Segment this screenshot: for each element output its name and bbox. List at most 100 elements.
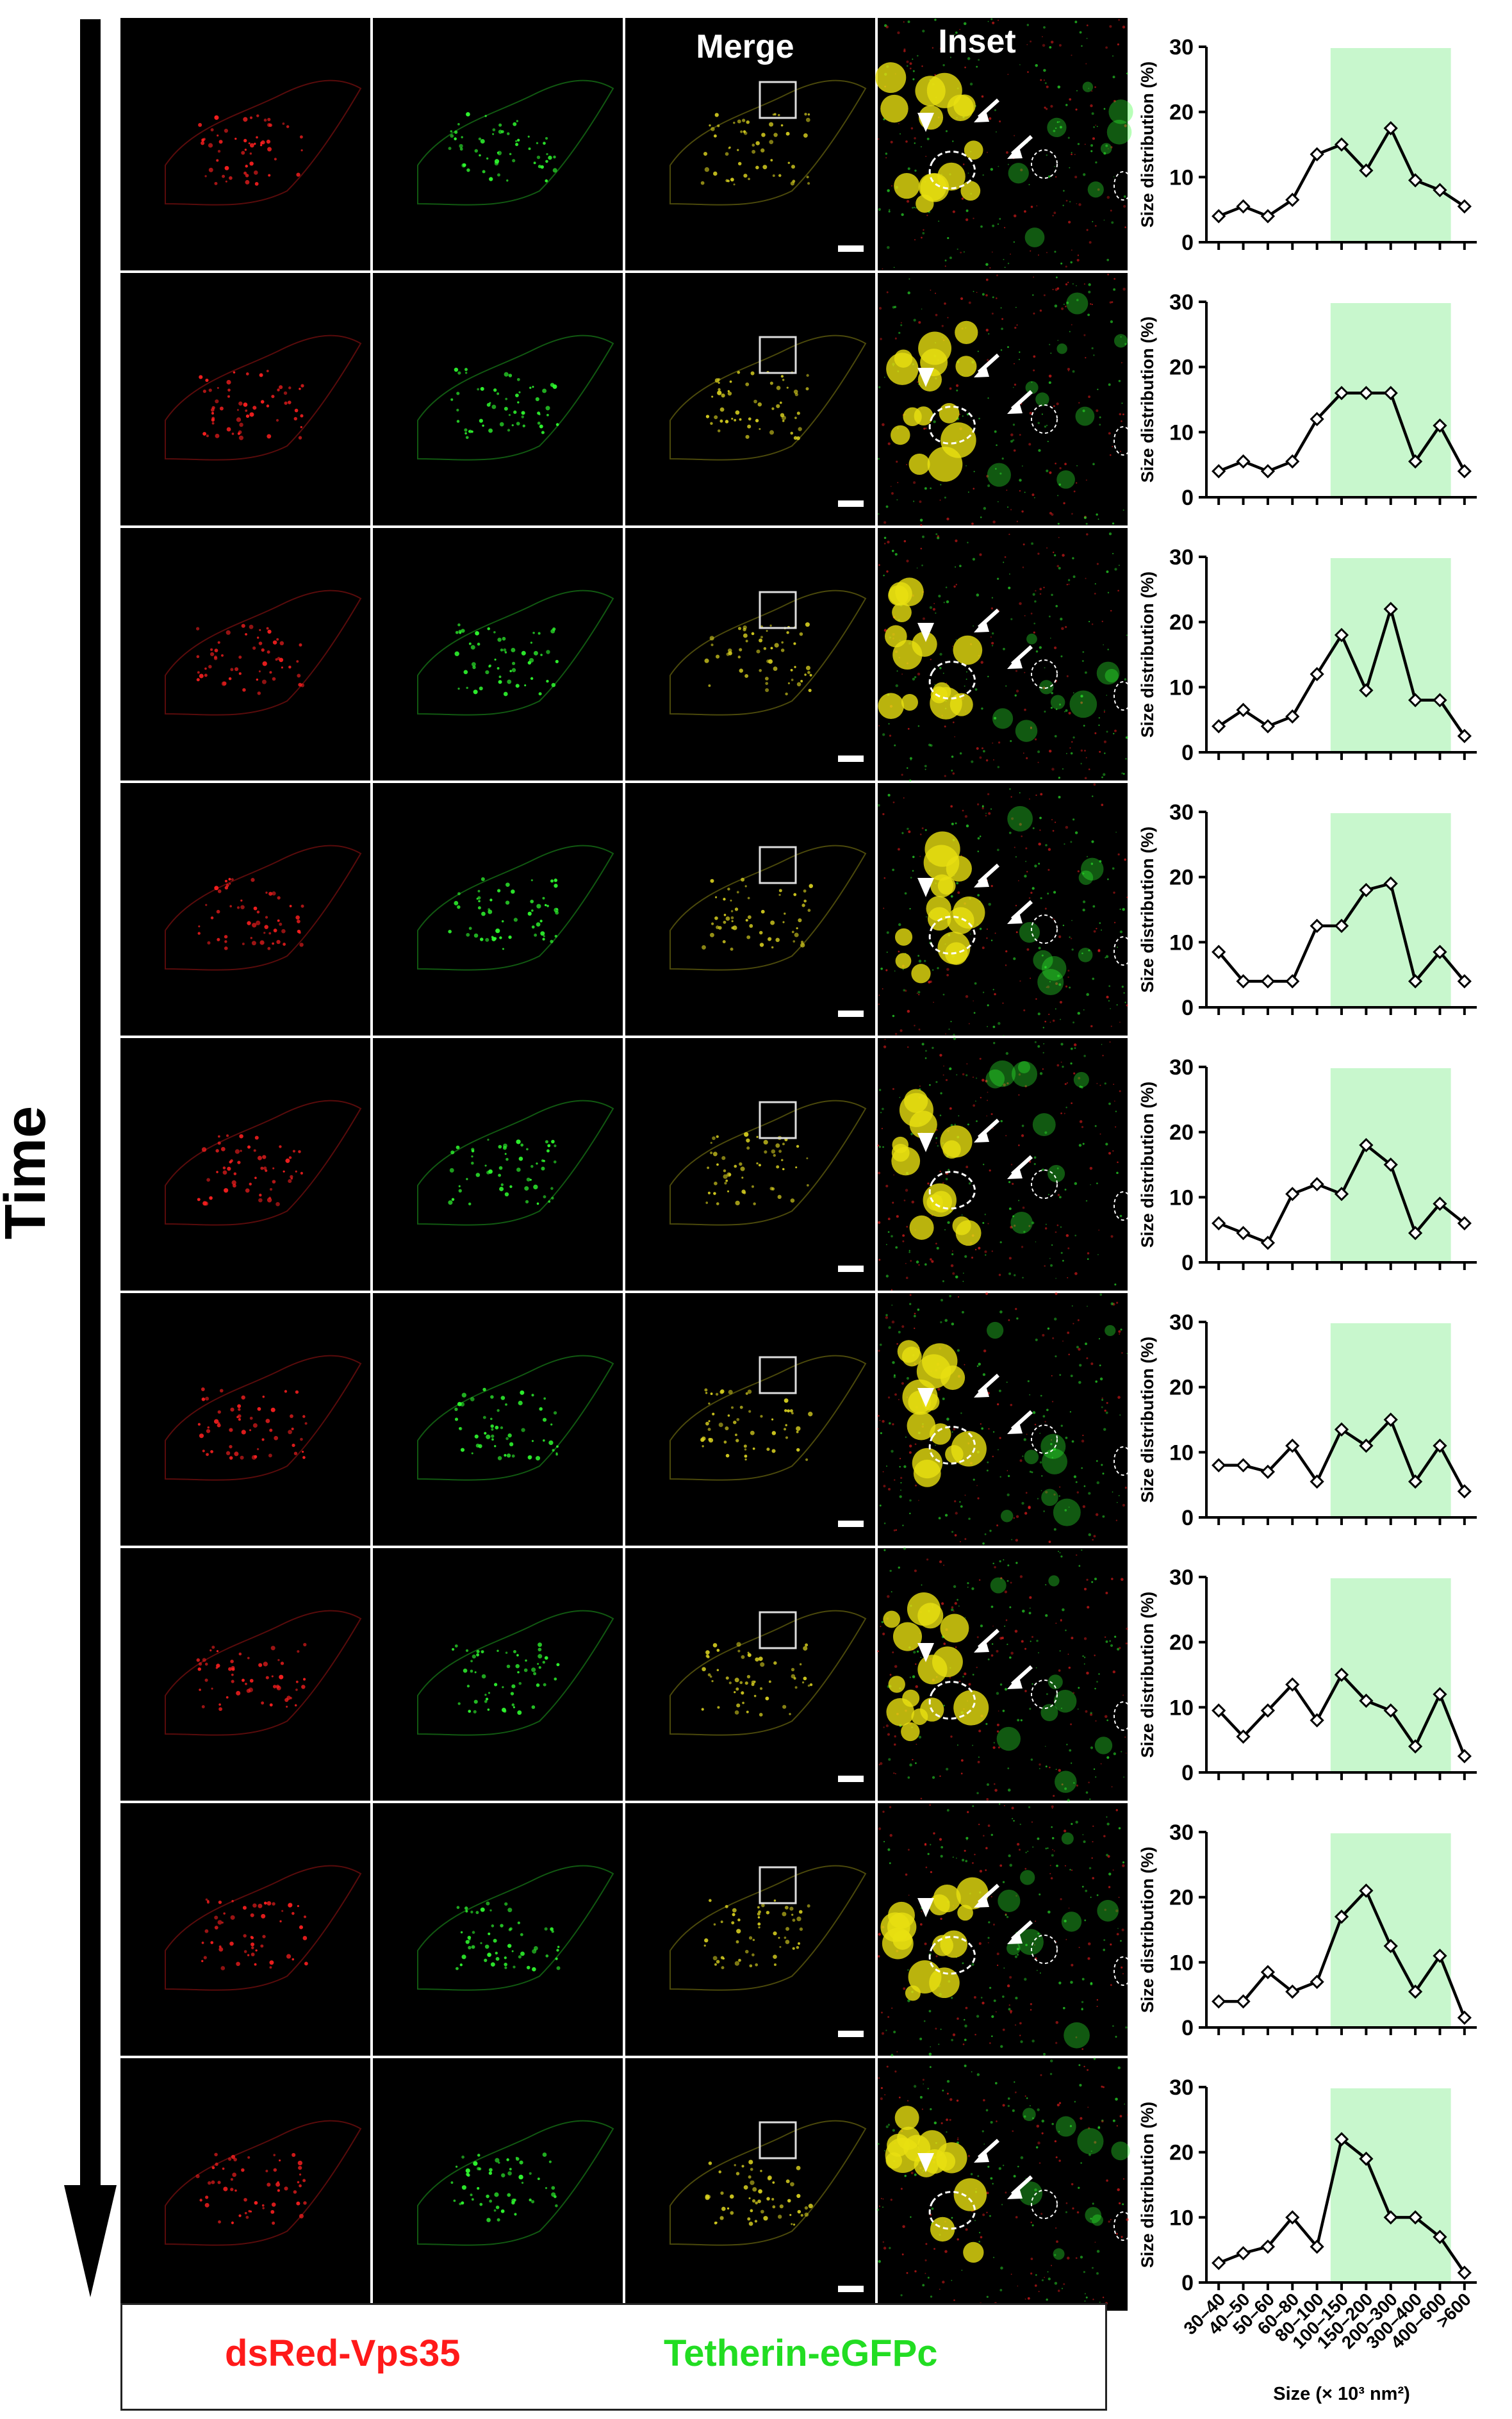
size-distribution-chart-5: 0 10 20 30 Size distribution (%) [1138,1055,1477,1275]
data-point [1310,1713,1324,1728]
data-point [1433,945,1447,959]
y-tick-label: 0 [1181,231,1194,255]
scale-bar [838,1776,864,1782]
arrowhead-marker [917,1133,934,1152]
data-point [1433,183,1447,197]
panel-row6-col1 [120,1293,370,1546]
data-point [1212,209,1226,224]
y-tick-label: 20 [1169,101,1194,125]
panel-row6-col2 [373,1293,623,1546]
arrowhead-marker [917,368,934,387]
data-point [1285,2210,1300,2225]
data-point [1334,2132,1349,2147]
inset-region-box [759,591,797,629]
dashed-outline [928,916,976,955]
y-tick-label: 20 [1169,866,1194,890]
panel-row7-col3 [625,1548,875,1801]
panel-row9-col1 [120,2058,370,2311]
data-point [1260,2239,1276,2254]
y-axis-label: Size distribution (%) [1138,317,1157,483]
data-point [1457,2265,1472,2280]
panel-row2-col3 [625,273,875,525]
data-point [1408,173,1423,188]
data-point [1236,1994,1251,2009]
data-point [1310,147,1324,161]
data-point [1260,1703,1276,1718]
data-point [1457,2010,1472,2025]
data-point [1260,1235,1276,1250]
panel-row4-col1 [120,783,370,1036]
data-point [1433,1196,1447,1211]
data-point [1359,1439,1374,1453]
dotted-circle [1113,1701,1133,1731]
arrowhead-marker [917,878,934,897]
highlight-band [1330,303,1451,497]
dashed-outline [928,1936,976,1975]
data-point [1408,1474,1423,1489]
data-point [1285,192,1300,208]
column-header-merge: Merge [696,28,794,65]
data-point [1212,719,1226,734]
data-point [1433,1439,1447,1453]
data-point [1457,729,1472,743]
y-axis-label: Size distribution (%) [1138,1337,1157,1503]
arrowhead-marker [917,1388,934,1407]
inset-region-box [759,846,797,884]
y-tick-label: 30 [1169,35,1194,60]
dotted-circle [1113,681,1133,711]
dashed-outline [928,1681,976,1720]
data-point [1457,1216,1472,1231]
y-tick-label: 0 [1181,996,1194,1020]
channel-legend: dsRed-Vps35 Tetherin-eGFPc [120,2303,1107,2411]
data-point [1236,199,1251,214]
panel-row5-col1 [120,1038,370,1291]
y-axis-label: Size distribution (%) [1138,1592,1157,1758]
panel-row6-col4 [877,1292,1133,1546]
highlight-band [1330,1578,1451,1772]
panel-row2-col4 [877,273,1133,527]
panel-row7-col2 [373,1548,623,1801]
highlight-band [1330,48,1451,242]
dotted-circle [1031,404,1058,434]
data-point [1359,2151,1374,2166]
data-point [1260,209,1276,224]
panel-row1-col2 [373,18,623,270]
data-point [1236,1729,1251,1744]
time-arrow [64,19,117,2297]
size-distribution-chart-3: 0 10 20 30 Size distribution (%) [1138,545,1477,765]
panel-row1-col1 [120,18,370,270]
inset-region-box [759,336,797,374]
dotted-circle [1031,1935,1058,1964]
size-distribution-chart-7: 0 10 20 30 Size distribution (%) [1138,1565,1477,1785]
dashed-outline [928,661,976,700]
data-point [1236,2246,1251,2261]
data-point [1383,1938,1398,1954]
data-point [1408,1226,1423,1241]
data-point [1433,1949,1447,1963]
panel-row8-col1 [120,1803,370,2056]
data-point [1212,2256,1226,2270]
panel-row9-col3 [625,2058,875,2311]
scale-bar [838,1266,864,1272]
y-axis-label: Size distribution (%) [1138,62,1157,228]
y-axis-label: Size distribution (%) [1138,572,1157,738]
y-tick-label: 20 [1169,1631,1194,1655]
y-tick-label: 0 [1181,1506,1194,1530]
dashed-outline [928,1426,976,1465]
data-point [1383,120,1398,136]
data-point [1212,1703,1226,1718]
y-tick-label: 30 [1169,290,1194,315]
panel-row3-col1 [120,528,370,780]
y-tick-label: 0 [1181,2016,1194,2040]
panel-row3-col2 [373,528,623,780]
data-point [1310,666,1324,682]
panel-row4-col2 [373,783,623,1036]
data-point [1260,974,1276,989]
data-point [1408,1739,1423,1754]
data-point [1285,709,1300,724]
data-point [1334,1187,1349,1201]
data-point [1310,1474,1324,1489]
dotted-circle [1113,1191,1133,1221]
data-point [1383,386,1398,400]
inset-region-box [759,1866,797,1904]
